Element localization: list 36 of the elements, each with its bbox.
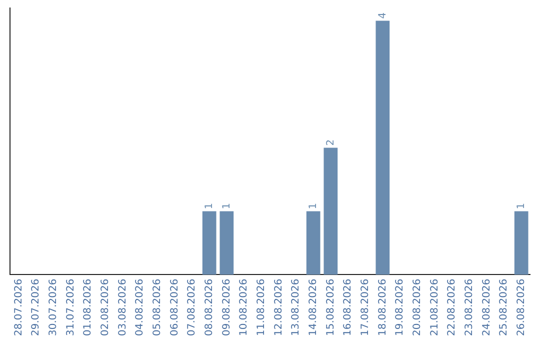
x-tick-label: 08.08.2026 — [204, 278, 215, 336]
x-tick-label: 05.08.2026 — [152, 278, 163, 336]
x-tick-label: 10.08.2026 — [238, 278, 250, 336]
x-tick-label: 20.08.2026 — [412, 278, 423, 336]
x-tick-label: 15.08.2026 — [325, 278, 336, 336]
x-tick-label: 31.07.2026 — [65, 278, 76, 336]
x-tick-label: 02.08.2026 — [100, 278, 111, 336]
x-tick-label: 26.08.2026 — [516, 278, 527, 336]
x-tick-label: 17.08.2026 — [360, 278, 371, 336]
x-tick-label: 09.08.2026 — [221, 278, 232, 336]
data-label: 1 — [221, 202, 232, 210]
x-tick-label: 04.08.2026 — [134, 278, 146, 336]
x-tick-label: 25.08.2026 — [498, 278, 510, 336]
x-tick-label: 01.08.2026 — [82, 278, 94, 336]
x-tick-label: 23.08.2026 — [464, 278, 475, 336]
x-tick-label: 07.08.2026 — [186, 278, 198, 336]
data-label: 4 — [377, 12, 388, 19]
x-tick-label: 13.08.2026 — [290, 278, 302, 336]
x-tick-label: 14.08.2026 — [308, 278, 319, 336]
x-tick-label: 21.08.2026 — [429, 278, 440, 336]
x-tick-label: 22.08.2026 — [446, 278, 458, 336]
x-tick-label: 11.08.2026 — [256, 278, 267, 336]
data-label: 1 — [516, 202, 527, 210]
x-tick-label: 12.08.2026 — [273, 278, 284, 336]
x-tick-label: 06.08.2026 — [169, 278, 180, 336]
x-tick-label: 18.08.2026 — [377, 278, 388, 336]
x-tick-label: 24.08.2026 — [481, 278, 492, 336]
x-tick-label: 29.07.2026 — [30, 278, 42, 336]
data-label: 2 — [325, 139, 336, 146]
x-tick-label: 30.07.2026 — [48, 278, 59, 336]
data-label: 1 — [308, 202, 319, 210]
x-tick-label: 03.08.2026 — [117, 278, 128, 336]
x-tick-label: 16.08.2026 — [342, 278, 354, 336]
x-tick-label: 19.08.2026 — [394, 278, 406, 336]
data-label: 1 — [204, 202, 215, 210]
x-tick-label: 28.07.2026 — [13, 278, 24, 336]
